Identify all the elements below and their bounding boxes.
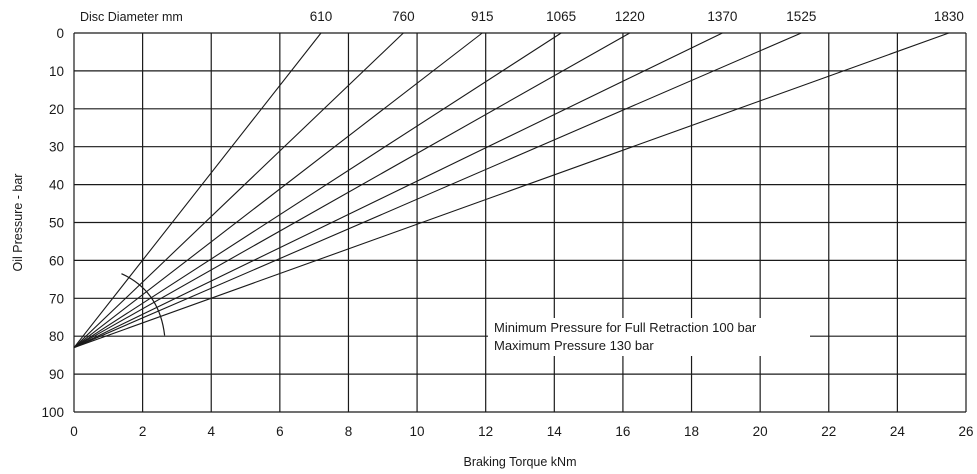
x-tick-label-22: 22	[821, 424, 836, 439]
disc-label-1830: 1830	[934, 9, 964, 24]
series-line-760	[74, 33, 403, 348]
series-lines	[74, 33, 949, 348]
series-line-1220	[74, 33, 630, 348]
x-tick-label-12: 12	[478, 424, 493, 439]
y-tick-label-70: 70	[49, 291, 64, 306]
series-line-1830	[74, 33, 949, 348]
x-tick-label-0: 0	[70, 424, 78, 439]
disc-label-1370: 1370	[707, 9, 737, 24]
disc-label-610: 610	[310, 9, 333, 24]
y-tick-label-10: 10	[49, 64, 64, 79]
disc-label-1065: 1065	[546, 9, 576, 24]
x-tick-label-6: 6	[276, 424, 284, 439]
disc-label-760: 760	[392, 9, 415, 24]
annotation-min-pressure: Minimum Pressure for Full Retraction 100…	[494, 320, 757, 335]
x-tick-label-26: 26	[958, 424, 973, 439]
x-tick-label-10: 10	[410, 424, 425, 439]
y-tick-labels: 0 10 20 30 40 50 60 70 80 90 100	[41, 26, 64, 420]
x-tick-label-8: 8	[345, 424, 353, 439]
x-tick-label-16: 16	[615, 424, 630, 439]
y-tick-label-40: 40	[49, 178, 64, 193]
x-tick-label-2: 2	[139, 424, 147, 439]
series-line-1370	[74, 33, 722, 348]
series-line-610	[74, 33, 321, 348]
y-tick-label-90: 90	[49, 367, 64, 382]
disc-label-1220: 1220	[615, 9, 645, 24]
annotation-max-pressure: Maximum Pressure 130 bar	[494, 338, 654, 353]
y-tick-label-30: 30	[49, 140, 64, 155]
x-tick-label-20: 20	[753, 424, 768, 439]
top-axis-title: Disc Diameter mm	[80, 10, 183, 24]
x-axis-title: Braking Torque kNm	[463, 455, 576, 469]
y-axis-title: Oil Pressure - bar	[11, 174, 25, 272]
x-tick-label-24: 24	[890, 424, 906, 439]
y-tick-label-20: 20	[49, 102, 64, 117]
disc-label-915: 915	[471, 9, 494, 24]
x-tick-label-4: 4	[207, 424, 215, 439]
y-tick-label-50: 50	[49, 216, 64, 231]
series-line-1525	[74, 33, 801, 348]
y-tick-label-60: 60	[49, 253, 64, 268]
x-tick-label-18: 18	[684, 424, 699, 439]
y-tick-label-80: 80	[49, 329, 64, 344]
series-line-915	[74, 33, 482, 348]
y-tick-label-0: 0	[56, 26, 64, 41]
y-tick-label-100: 100	[41, 405, 64, 420]
x-tick-labels: 0 2 4 6 8 10 12 14 16 18 20 22 24 26	[70, 424, 973, 439]
series-line-1065	[74, 33, 561, 348]
disc-diameter-labels: 610 760 915 1065 1220 1370 1525 1830	[310, 9, 964, 24]
x-tick-label-14: 14	[547, 424, 563, 439]
disc-label-1525: 1525	[786, 9, 816, 24]
